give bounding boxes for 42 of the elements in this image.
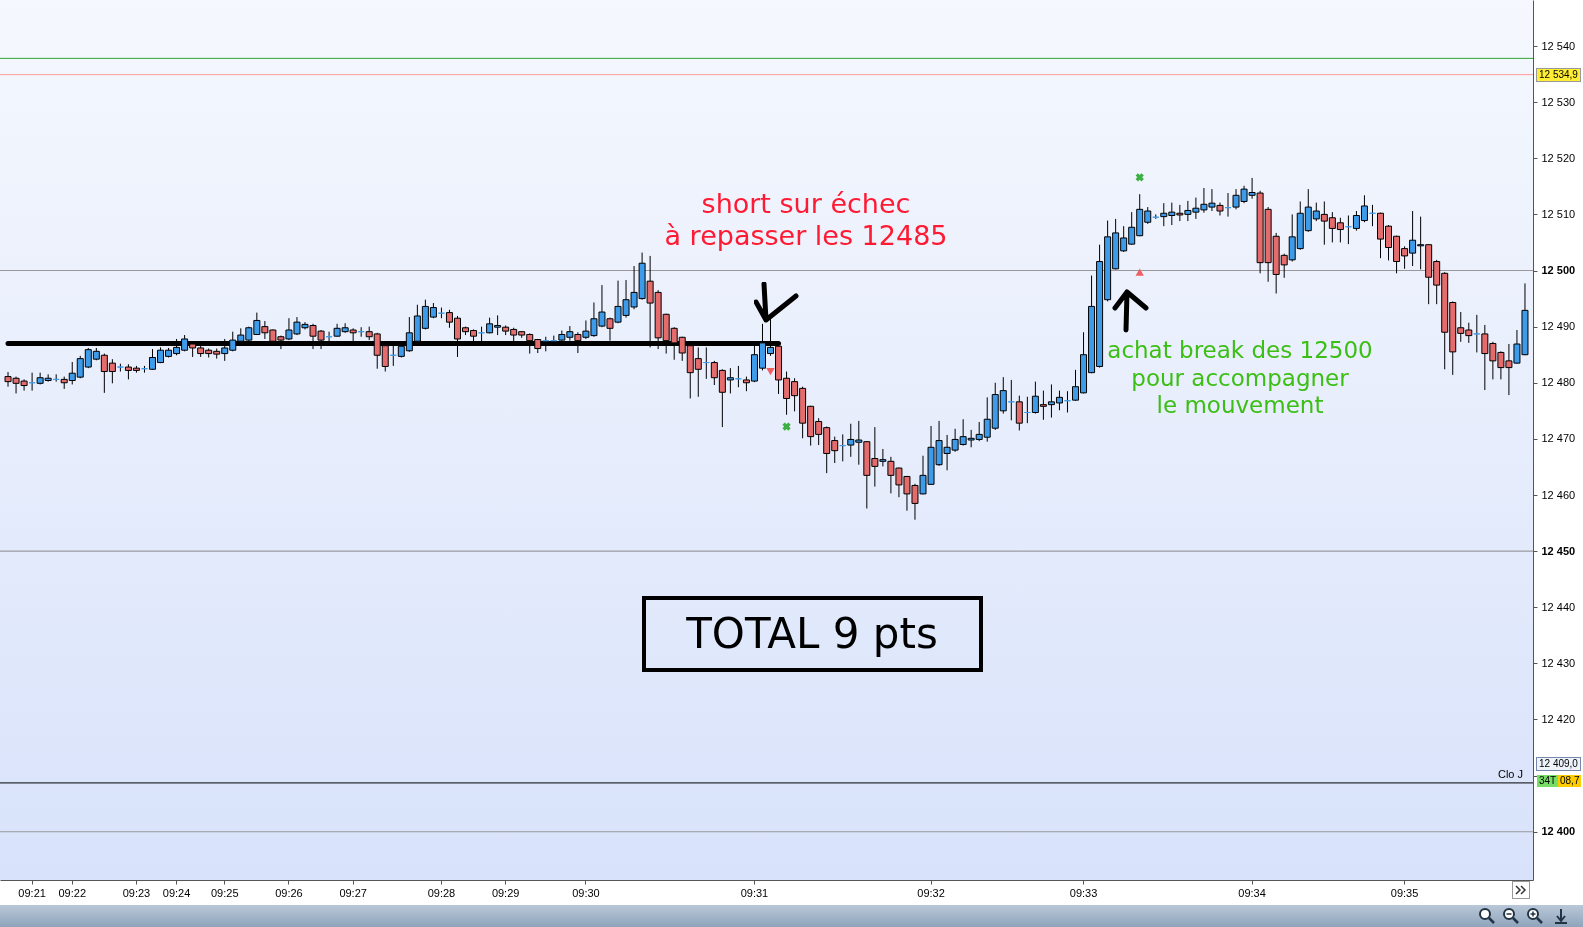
candlestick: [1015, 395, 1023, 431]
x-tick-label: 09:23: [122, 886, 151, 899]
y-tick-label: 12 460: [1541, 488, 1576, 501]
y-tick-label: 12 500: [1541, 264, 1576, 277]
y-tick-label: 12 530: [1541, 95, 1576, 108]
point: [782, 422, 791, 431]
y-tick-label: 12 430: [1541, 656, 1576, 669]
y-tick-label: 12 400: [1541, 825, 1576, 838]
point: [1135, 268, 1144, 276]
text: 34T: [1537, 775, 1559, 787]
x-tick-label: 09:30: [572, 886, 600, 899]
x-tick-label: 09:32: [917, 886, 945, 899]
y-tick-label: 12 480: [1541, 376, 1576, 389]
y-tick-label: 12 510: [1541, 207, 1576, 220]
x-tick-label: 09:26: [275, 886, 303, 899]
y-tick-label: 12 490: [1541, 320, 1576, 333]
x-tick-label: 09:34: [1238, 886, 1266, 899]
x-tick-label: 09:33: [1069, 886, 1098, 899]
x-tick-label: 09:24: [162, 886, 191, 899]
point: [1135, 173, 1144, 182]
x-tick-label: 09:22: [58, 886, 86, 899]
text: 12 409,0: [1536, 757, 1581, 771]
x-tick-label: 09:35: [1390, 886, 1419, 899]
ref-line-label: Clo J: [1497, 767, 1523, 780]
x-tick-label: 09:29: [491, 886, 520, 899]
y-tick-label: 12 420: [1541, 712, 1576, 725]
annotation: achat break des 12500 pour accompagner le mouvement: [1107, 337, 1373, 420]
y-tick-label: 12 440: [1541, 600, 1576, 613]
point: [766, 367, 775, 376]
y-tick-label: 12 540: [1541, 39, 1576, 52]
annotation: TOTAL 9 pts: [686, 609, 938, 660]
text: 08,7: [1558, 775, 1582, 787]
x-tick-label: 09:31: [740, 886, 769, 899]
x-tick-label: 09:28: [427, 886, 456, 899]
text: 12 534,9: [1536, 68, 1581, 82]
y-tick-label: 12 470: [1541, 432, 1576, 445]
x-tick-label: 09:27: [339, 886, 367, 899]
annotation: short sur échec à repasser les 12485: [664, 188, 948, 253]
x-tick-label: 09:25: [210, 886, 239, 899]
y-tick-label: 12 450: [1541, 544, 1576, 557]
x-tick-label: 09:21: [18, 886, 46, 899]
y-tick-label: 12 520: [1541, 151, 1576, 164]
